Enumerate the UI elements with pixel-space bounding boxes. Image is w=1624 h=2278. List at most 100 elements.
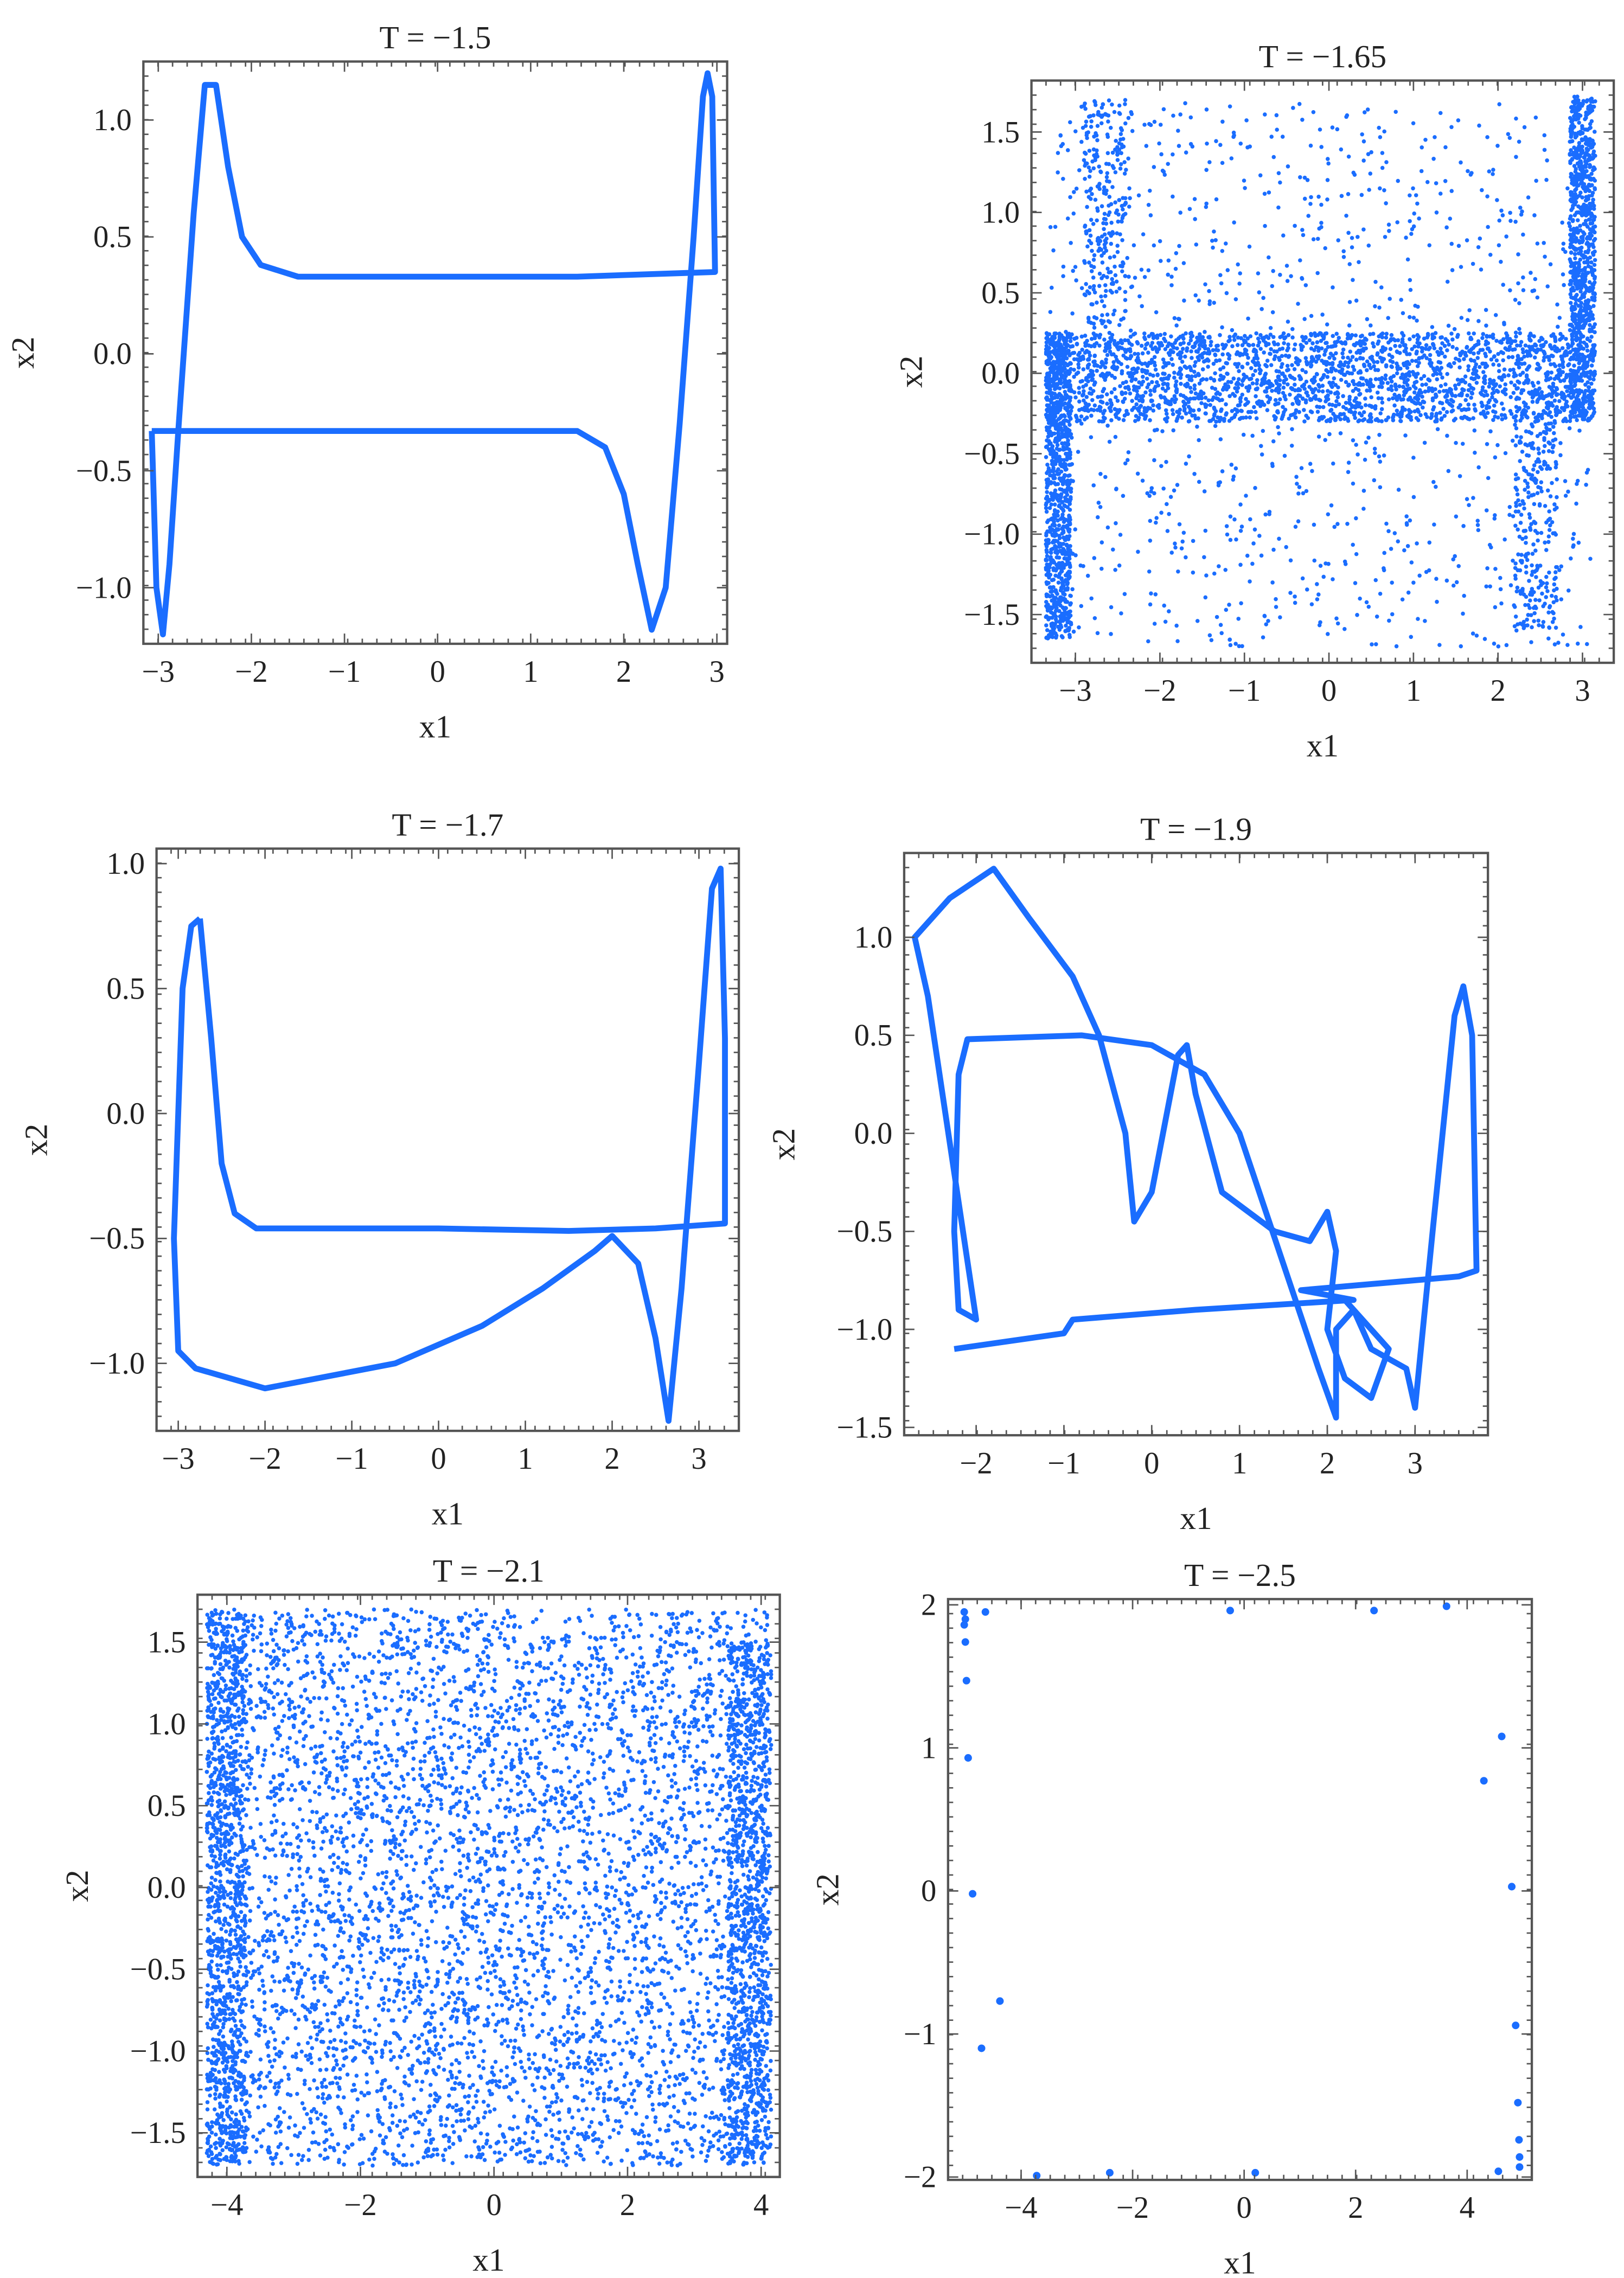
data-point [1115,249,1120,254]
data-point [1584,272,1588,277]
data-point [1549,362,1553,367]
data-point [1252,405,1256,409]
data-point [1262,350,1266,355]
data-point [1047,425,1052,430]
data-point [1243,334,1247,338]
data-point [1431,366,1436,371]
data-point [1436,360,1441,364]
data-point [1371,341,1375,345]
data-point [1351,379,1356,383]
data-point [1110,280,1115,285]
data-point [1553,460,1558,464]
data-point [1374,615,1379,619]
data-point [1526,485,1530,489]
data-point [1539,336,1544,340]
data-point [1537,598,1542,603]
data-point [1246,342,1251,347]
data-point [1120,238,1124,242]
data-point [1403,343,1408,347]
data-point [1181,341,1186,345]
data-point [1287,417,1291,421]
data-point [1102,227,1106,232]
data-point [1569,344,1574,348]
data-point [1309,360,1314,364]
data-point [1427,243,1432,247]
data-point [1402,349,1406,354]
data-point [1548,441,1552,446]
data-point [1374,417,1379,421]
data-point [1327,402,1332,407]
data-point [1544,340,1548,344]
data-point [1048,605,1053,610]
data-point [1409,409,1413,414]
data-point [1044,600,1048,604]
data-point [1379,419,1384,424]
data-point [1457,365,1462,370]
data-point [1212,229,1216,234]
data-point [1361,507,1366,511]
data-point [1048,414,1053,419]
data-point [1587,385,1591,389]
data-point [1569,388,1574,393]
data-point [1568,292,1573,297]
data-point [1152,165,1156,169]
data-point [1510,355,1515,360]
data-point [1259,383,1264,387]
data-point [1533,481,1538,485]
data-point [1111,231,1115,236]
data-point [1279,364,1284,369]
data-point [1457,358,1462,363]
data-point [1516,476,1520,481]
data-point [1423,412,1428,417]
data-point [1435,372,1439,376]
data-point [1046,407,1051,411]
data-point [1107,210,1112,215]
data-point [1539,480,1544,484]
data-point [1401,333,1406,338]
data-point [1552,362,1556,367]
data-point [1354,400,1359,405]
data-point [1366,243,1371,248]
data-point [1089,337,1094,341]
data-point [1401,340,1405,344]
data-point [1091,408,1096,412]
data-point [1346,364,1351,369]
data-point [1587,209,1591,213]
data-point [1583,355,1588,360]
data-point [1089,217,1094,222]
data-point [1368,355,1373,360]
data-point [1289,413,1293,418]
data-point [1308,396,1313,401]
data-point [1379,407,1384,412]
data-point [1544,378,1549,382]
data-point [1248,579,1252,584]
data-point [1259,452,1264,457]
data-point [1434,484,1438,489]
data-point [1086,130,1091,135]
data-point [1351,170,1356,175]
data-point [1583,283,1587,288]
data-point [1051,248,1056,253]
data-point [1290,386,1295,391]
data-point [1095,124,1100,128]
data-point [1394,387,1398,392]
data-point [1543,254,1547,259]
data-point [1585,318,1590,322]
data-point [1372,446,1377,451]
data-point [1578,223,1582,228]
data-point [1244,396,1248,401]
data-point [1182,364,1187,369]
data-point [1387,618,1391,623]
data-point [1085,244,1090,249]
data-point [1572,198,1577,203]
data-point [1569,175,1573,180]
data-point [1257,363,1262,368]
data-point [1590,193,1594,198]
data-point [1056,431,1060,436]
data-point [1121,196,1125,200]
data-point [1539,530,1544,535]
data-point [1083,417,1087,421]
data-point [1514,589,1519,594]
data-point [1537,451,1542,456]
data-point [1067,515,1071,519]
